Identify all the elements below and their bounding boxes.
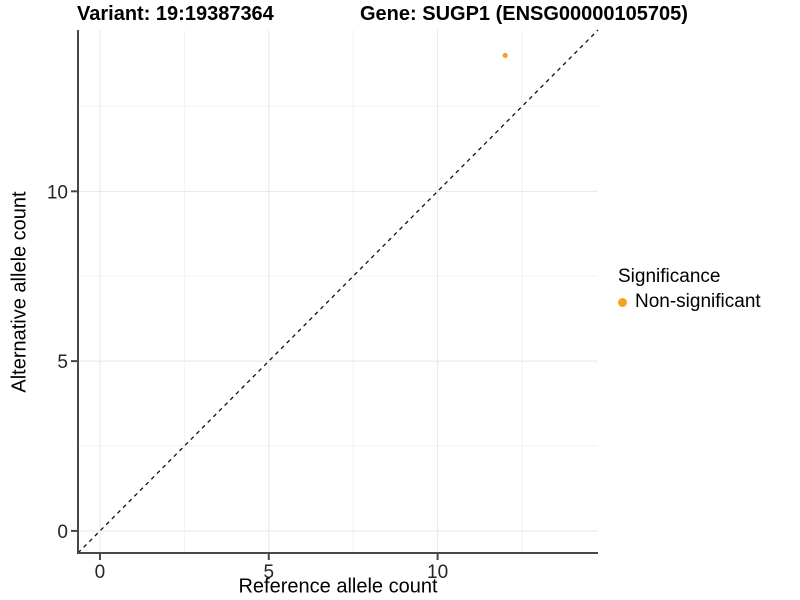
legend-entry: Non-significant [618,291,761,313]
data-point [502,52,508,59]
x-axis-title: Reference allele count [238,575,438,598]
legend: Significance Non-significant [618,266,761,313]
legend-entry-label: Non-significant [635,291,761,312]
x-tick-label: 10 [427,562,448,583]
y-tick-label: 10 [47,182,68,203]
variant-title: Variant: 19:19387364 [77,3,274,25]
gene-title: Gene: SUGP1 (ENSG00000105705) [360,3,688,25]
identity-line [77,29,599,554]
legend-point-swatch-icon [618,297,627,307]
y-tick-label: 0 [57,522,68,543]
y-tick-label: 5 [57,352,68,373]
y-axis-title: Alternative allele count [8,191,31,393]
x-tick-label: 5 [263,562,274,583]
legend-title: Significance [618,266,721,287]
x-tick-label: 0 [95,562,106,583]
